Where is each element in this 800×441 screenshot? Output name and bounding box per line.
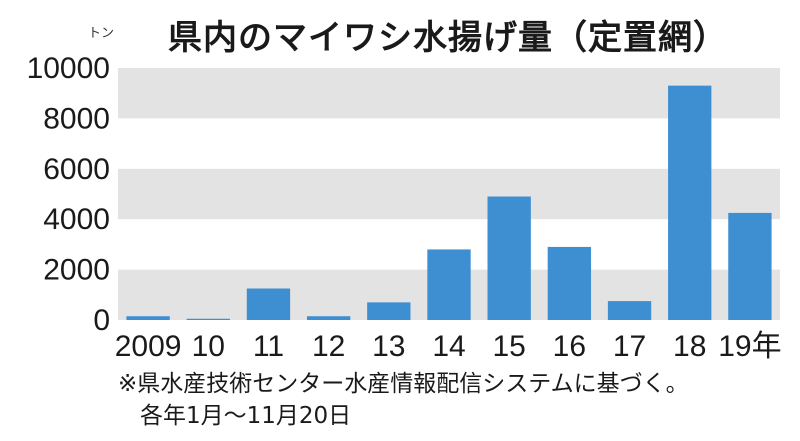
x-tick-label: 15 bbox=[492, 330, 525, 363]
y-tick-label: 6000 bbox=[43, 153, 110, 186]
period-note: 各年1月～11月20日 bbox=[140, 403, 352, 429]
bar-14 bbox=[427, 249, 471, 320]
bar-12 bbox=[306, 316, 351, 320]
y-tick-labels: 0 2000 4000 6000 8000 10000 bbox=[27, 52, 110, 337]
x-tick-label: 18 bbox=[673, 330, 706, 363]
bar-18 bbox=[668, 85, 712, 320]
bar-2009 bbox=[126, 316, 170, 320]
bar-17 bbox=[607, 301, 652, 320]
x-tick-label: 14 bbox=[432, 330, 465, 363]
bar-10 bbox=[186, 318, 230, 320]
bar-13 bbox=[367, 302, 411, 320]
bar-16 bbox=[547, 246, 592, 320]
bar-19年 bbox=[728, 212, 772, 320]
x-tick-label: 19年 bbox=[718, 330, 781, 363]
source-note: ※県水産技術センター水産情報配信システムに基づく。 bbox=[118, 371, 689, 397]
x-tick-label: 13 bbox=[372, 330, 405, 363]
bar-11 bbox=[246, 288, 291, 320]
chart-title: 県内のマイワシ水揚げ量（定置網） bbox=[168, 18, 728, 58]
x-tick-label: 2009 bbox=[115, 330, 182, 363]
x-tick-label: 10 bbox=[192, 330, 225, 363]
y-axis-unit: トン bbox=[88, 26, 115, 41]
bar-15 bbox=[487, 196, 531, 320]
x-tick-labels: 2009 10 11 12 13 14 15 16 17 18 19年 bbox=[115, 330, 782, 363]
y-tick-label: 8000 bbox=[43, 102, 110, 135]
x-tick-label: 17 bbox=[613, 330, 646, 363]
y-tick-label: 10000 bbox=[27, 52, 110, 85]
x-tick-label: 16 bbox=[553, 330, 586, 363]
bars bbox=[126, 85, 772, 320]
y-tick-label: 2000 bbox=[43, 254, 110, 287]
y-tick-label: 0 bbox=[93, 304, 110, 337]
x-tick-label: 12 bbox=[312, 330, 345, 363]
x-tick-label: 11 bbox=[253, 330, 284, 363]
y-tick-label: 4000 bbox=[43, 203, 110, 236]
